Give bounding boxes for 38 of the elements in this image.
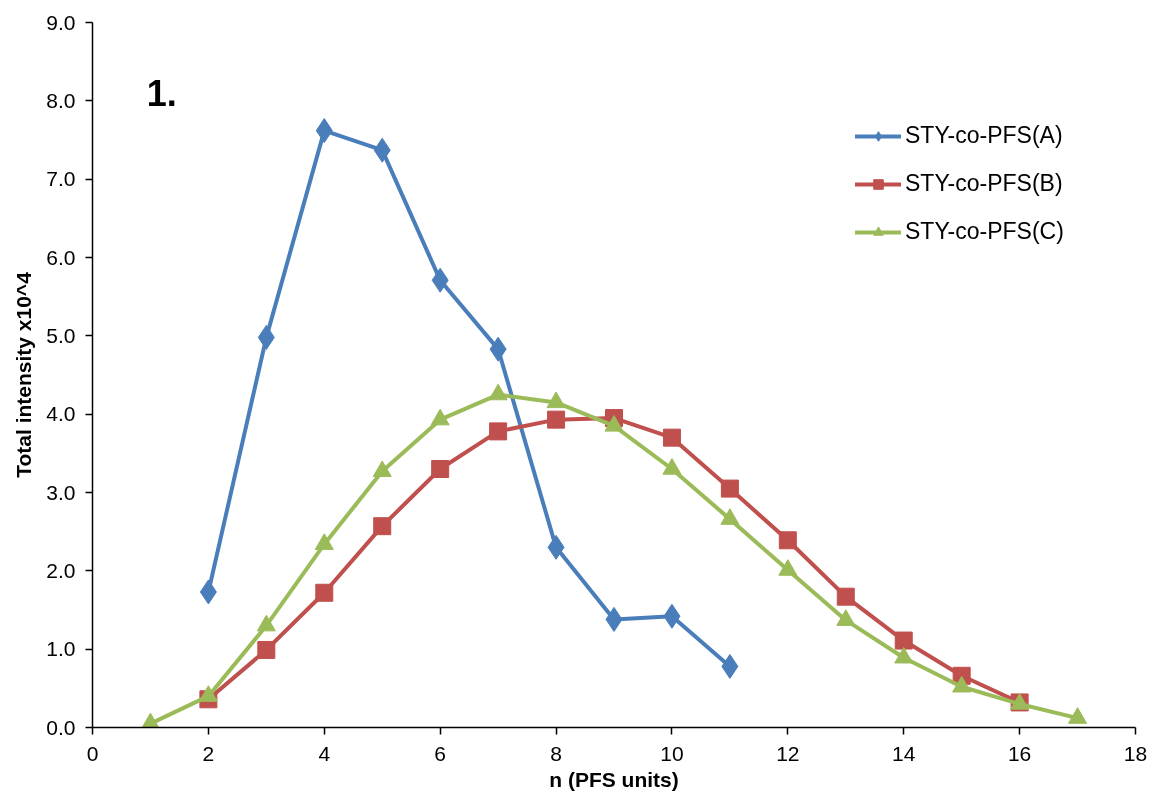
y-tick-label: 9.0 xyxy=(46,10,76,34)
y-tick-label: 7.0 xyxy=(46,167,76,191)
point xyxy=(720,479,739,498)
point xyxy=(778,531,797,550)
point xyxy=(373,517,392,536)
annotation: 1. xyxy=(146,73,177,114)
y-tick-label: 4.0 xyxy=(46,402,76,426)
legend-label: STY-co-PFS(A) xyxy=(905,122,1063,149)
y-tick-label: 8.0 xyxy=(46,88,76,112)
point xyxy=(836,587,855,606)
x-tick-label: 10 xyxy=(660,741,684,765)
legend-label: STY-co-PFS(B) xyxy=(905,170,1063,197)
x-tick-label: 4 xyxy=(318,741,331,765)
x-axis-title: n (PFS units) xyxy=(549,767,679,791)
x-tick-label: 18 xyxy=(1123,741,1148,765)
y-tick-label: 5.0 xyxy=(46,323,76,347)
x-tick-label: 2 xyxy=(202,741,215,765)
x-tick-label: 16 xyxy=(1007,741,1032,765)
x-tick-label: 8 xyxy=(550,741,562,765)
point xyxy=(489,422,508,441)
x-tick-label: 0 xyxy=(86,741,99,765)
x-tick-label: 6 xyxy=(434,741,447,765)
y-axis-title: Total intensity x10^4 xyxy=(12,271,36,478)
y-tick-label: 6.0 xyxy=(46,245,76,269)
y-tick-label: 2.0 xyxy=(46,558,76,582)
y-tick-label: 0.0 xyxy=(46,715,76,739)
point xyxy=(662,428,681,447)
point xyxy=(1068,707,1088,724)
point xyxy=(547,410,566,429)
x-tick-label: 14 xyxy=(892,741,916,765)
point xyxy=(257,640,276,659)
y-tick-label: 3.0 xyxy=(46,480,76,504)
point xyxy=(894,631,913,650)
x-tick-label: 12 xyxy=(776,741,800,765)
point xyxy=(315,583,334,602)
y-tick-label: 1.0 xyxy=(46,637,76,661)
legend-label: STY-co-PFS(C) xyxy=(905,218,1064,245)
point xyxy=(431,460,450,478)
